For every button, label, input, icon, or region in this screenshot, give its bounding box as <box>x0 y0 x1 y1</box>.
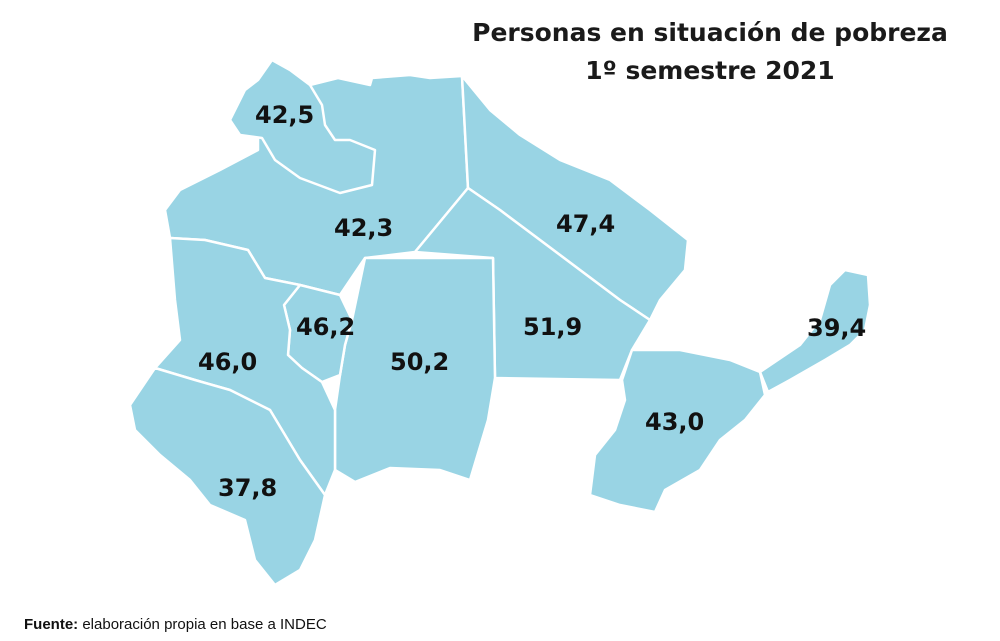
region-43-0[interactable] <box>588 348 767 514</box>
value-label-51-9: 51,9 <box>523 313 582 341</box>
region-42-5[interactable] <box>228 58 377 195</box>
value-label-43-0: 43,0 <box>645 408 704 436</box>
value-label-50-2: 50,2 <box>390 348 449 376</box>
value-label-42-5: 42,5 <box>255 101 314 129</box>
source-text: elaboración propia en base a INDEC <box>82 616 327 633</box>
region-37-8[interactable] <box>128 366 327 587</box>
source-label: Fuente: <box>24 616 79 633</box>
value-label-42-3: 42,3 <box>334 214 393 242</box>
value-label-46-0: 46,0 <box>198 348 257 376</box>
value-label-39-4: 39,4 <box>807 314 866 342</box>
region-39-4[interactable] <box>758 268 872 394</box>
value-label-46-2: 46,2 <box>296 313 355 341</box>
map-title-line1: Personas en situación de pobreza <box>472 18 948 47</box>
value-label-37-8: 37,8 <box>218 474 277 502</box>
map-title-line2: 1º semestre 2021 <box>585 56 835 85</box>
map-title: Personas en situación de pobreza 1º seme… <box>450 14 970 90</box>
source-note: Fuente: elaboración propia en base a IND… <box>24 616 327 633</box>
value-label-47-4: 47,4 <box>556 210 615 238</box>
